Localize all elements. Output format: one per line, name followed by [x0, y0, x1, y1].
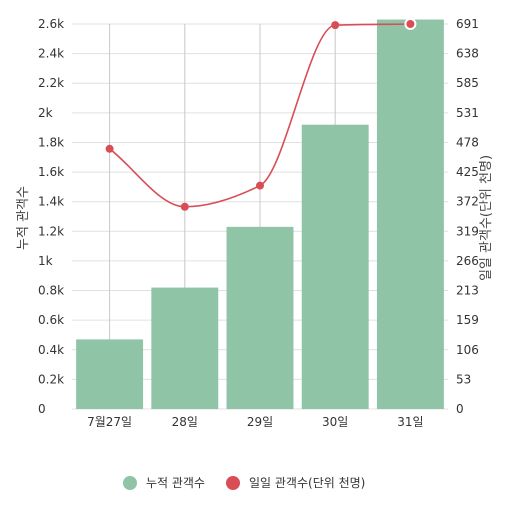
line-point[interactable] [331, 21, 340, 30]
y-right-tick-label: 478 [456, 135, 479, 149]
y-left-tick-label: 0.2k [38, 372, 64, 386]
legend-marker-bars[interactable] [123, 476, 137, 490]
legend: 누적 관객수 일일 관객수(단위 천명) [123, 475, 365, 490]
x-tick-label: 29일 [247, 415, 273, 429]
y-left-tick-label: 1.6k [38, 165, 64, 179]
y-left-tick-label: 2.4k [38, 47, 64, 61]
x-ticks: 7월27일 28일 29일 30일 31일 [87, 415, 423, 429]
y-right-tick-label: 638 [456, 47, 479, 61]
y-right-tick-label: 372 [456, 195, 479, 209]
y-left-tick-label: 1.4k [38, 195, 64, 209]
y-left-tick-label: 0.8k [38, 284, 64, 298]
bars [76, 19, 444, 410]
x-tick-label: 31일 [397, 415, 423, 429]
y-right-tick-label: 0 [456, 402, 464, 416]
y-left-tick-label: 0.4k [38, 343, 64, 357]
x-tick-label: 30일 [322, 415, 348, 429]
y-right-tick-label: 585 [456, 76, 479, 90]
y-right-tick-label: 106 [456, 343, 479, 357]
y-left-tick-label: 2.6k [38, 17, 64, 31]
y-left-tick-label: 1.2k [38, 224, 64, 238]
y-right-tick-label: 266 [456, 254, 479, 268]
y-right-tick-label: 531 [456, 106, 479, 120]
y-right-tick-label: 319 [456, 224, 479, 238]
y-left-tick-label: 0.6k [38, 313, 64, 327]
bar[interactable] [76, 339, 144, 409]
y-right-tick-label: 53 [456, 372, 471, 386]
bar[interactable] [226, 226, 294, 409]
legend-marker-line[interactable] [226, 476, 240, 490]
x-tick-label: 28일 [172, 415, 198, 429]
y-right-tick-label: 213 [456, 284, 479, 298]
line-point[interactable] [256, 181, 264, 190]
y-right-tick-label: 691 [456, 17, 479, 31]
line-point[interactable] [180, 202, 189, 211]
line-point[interactable] [105, 144, 114, 153]
y-right-tick-label: 425 [456, 165, 479, 179]
x-tick-label: 7월27일 [87, 415, 132, 429]
y-left-tick-label: 2.2k [38, 76, 64, 90]
line-point[interactable] [404, 18, 417, 30]
y-left-tick-label: 1k [38, 254, 53, 268]
y-left-axis-title: 누적 관객수 [16, 186, 31, 250]
y-right-axis-title: 일일 관객수(단위 천명) [479, 155, 494, 281]
y-right-ticks: 0 53 106 159 213 266 319 372 425 478 531 585 638 691 [456, 17, 479, 416]
bar[interactable] [151, 287, 219, 409]
legend-label-line[interactable]: 일일 관객수(단위 천명) [249, 475, 365, 490]
bar[interactable] [376, 19, 444, 410]
legend-label-bars[interactable]: 누적 관객수 [146, 476, 205, 490]
y-left-ticks: 0 0.2k 0.4k 0.6k 0.8k 1k 1.2k 1.4k 1.6k 1.8k 2k 2.2… [38, 17, 64, 416]
line-path [109, 23, 411, 208]
y-left-tick-label: 0 [38, 402, 46, 416]
y-right-tick-label: 159 [456, 313, 479, 327]
y-left-tick-label: 2k [38, 106, 53, 120]
line-series [105, 18, 417, 211]
bar[interactable] [301, 124, 369, 409]
y-left-tick-label: 1.8k [38, 135, 64, 149]
